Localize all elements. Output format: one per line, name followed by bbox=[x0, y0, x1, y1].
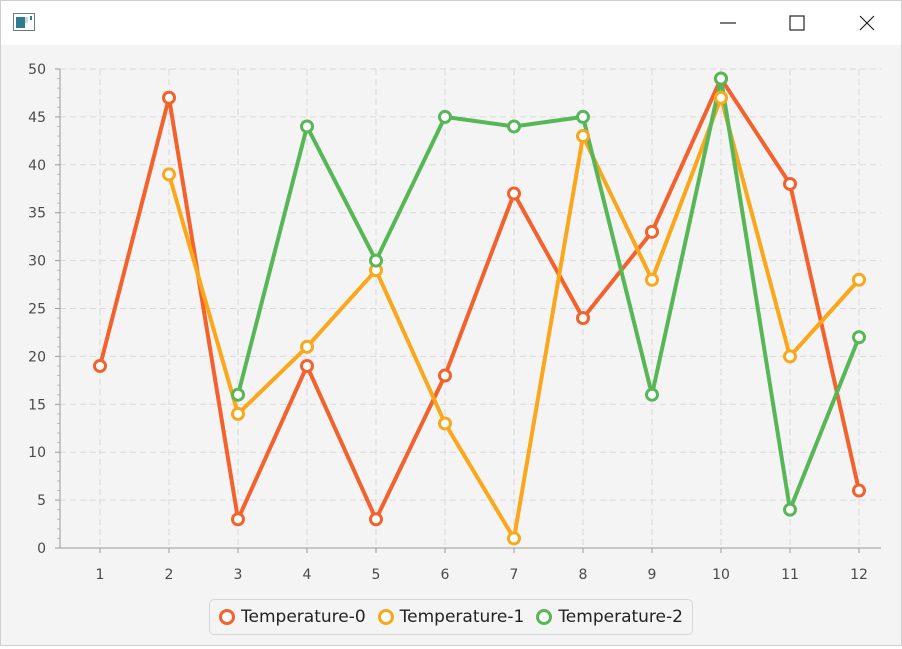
x-tick-label: 6 bbox=[441, 567, 450, 583]
data-point-series-1 bbox=[576, 129, 590, 144]
x-tick-label: 8 bbox=[579, 567, 588, 583]
y-tick-label: 0 bbox=[37, 541, 46, 557]
x-tick-label: 3 bbox=[234, 567, 243, 583]
data-point-series-1 bbox=[231, 406, 245, 421]
close-icon bbox=[859, 15, 875, 31]
legend-marker-icon bbox=[377, 609, 394, 625]
data-point-series-2 bbox=[783, 502, 797, 517]
data-point-series-2 bbox=[369, 253, 383, 268]
y-tick-label: 15 bbox=[28, 397, 46, 413]
chart-area: 0 5 10 15 20 25 30 35 40 45 50 1 2 3 4 5 6 7 8 9 10 11 12 bbox=[1, 45, 901, 645]
data-point-series-0 bbox=[162, 90, 176, 105]
data-point-series-1 bbox=[438, 416, 452, 431]
close-button[interactable] bbox=[844, 1, 890, 45]
data-point-series-0 bbox=[438, 368, 452, 383]
data-point-series-0 bbox=[783, 176, 797, 191]
y-tick-label: 10 bbox=[28, 445, 46, 461]
chart-legend: Temperature-0 Temperature-1 Temperature-2 bbox=[209, 599, 693, 635]
y-tick-label: 5 bbox=[37, 493, 46, 509]
data-point-series-0 bbox=[300, 358, 314, 373]
x-tick-label: 7 bbox=[510, 567, 519, 583]
x-tick-label: 2 bbox=[165, 567, 174, 583]
x-tick-label: 12 bbox=[850, 567, 868, 583]
data-point-series-2 bbox=[852, 330, 866, 345]
data-point-series-2 bbox=[438, 109, 452, 124]
x-tick-label: 1 bbox=[96, 567, 105, 583]
y-tick-label: 50 bbox=[28, 62, 46, 78]
data-point-series-1 bbox=[300, 339, 314, 354]
data-point-series-2 bbox=[645, 387, 659, 402]
y-tick-label: 45 bbox=[28, 110, 46, 126]
x-tick-label: 10 bbox=[712, 567, 730, 583]
legend-marker-icon bbox=[219, 609, 236, 625]
y-tick-label: 40 bbox=[28, 158, 46, 174]
data-point-series-0 bbox=[852, 483, 866, 498]
data-point-series-0 bbox=[93, 358, 107, 373]
maximize-button[interactable] bbox=[774, 1, 820, 45]
data-point-series-2 bbox=[231, 387, 245, 402]
x-tick-label: 11 bbox=[781, 567, 799, 583]
data-point-series-2 bbox=[576, 109, 590, 124]
legend-item: Temperature-1 bbox=[377, 607, 525, 627]
y-tick-label: 20 bbox=[28, 349, 46, 365]
data-point-series-1 bbox=[783, 349, 797, 364]
legend-label: Temperature-2 bbox=[558, 607, 683, 627]
y-tick-label: 30 bbox=[28, 254, 46, 270]
data-point-series-2 bbox=[300, 119, 314, 134]
x-tick-label: 5 bbox=[372, 567, 381, 583]
data-point-series-1 bbox=[162, 167, 176, 182]
data-point-series-1 bbox=[852, 272, 866, 287]
data-point-series-0 bbox=[507, 186, 521, 201]
maximize-icon bbox=[789, 15, 805, 31]
x-tick-label: 4 bbox=[303, 567, 312, 583]
minimize-button[interactable] bbox=[705, 1, 751, 45]
data-point-series-0 bbox=[369, 512, 383, 527]
data-point-series-2 bbox=[507, 119, 521, 134]
data-point-series-0 bbox=[645, 224, 659, 239]
series-line-0 bbox=[98, 76, 861, 522]
legend-marker-icon bbox=[536, 609, 553, 625]
y-tick-label: 25 bbox=[28, 302, 46, 318]
minimize-icon bbox=[720, 22, 736, 24]
data-point-series-0 bbox=[576, 311, 590, 326]
data-point-series-2 bbox=[714, 71, 728, 86]
legend-item: Temperature-2 bbox=[536, 607, 683, 627]
data-point-series-1 bbox=[507, 531, 521, 546]
data-point-series-1 bbox=[714, 90, 728, 105]
y-tick-label: 35 bbox=[28, 206, 46, 222]
title-bar bbox=[1, 1, 901, 45]
legend-label: Temperature-1 bbox=[399, 607, 525, 627]
data-point-series-1 bbox=[645, 272, 659, 287]
legend-item: Temperature-0 bbox=[219, 607, 366, 627]
legend-label: Temperature-0 bbox=[241, 607, 366, 627]
data-point-series-0 bbox=[231, 512, 245, 527]
series-line-2 bbox=[236, 76, 861, 512]
x-tick-label: 9 bbox=[648, 567, 657, 583]
app-window-icon bbox=[13, 13, 35, 31]
